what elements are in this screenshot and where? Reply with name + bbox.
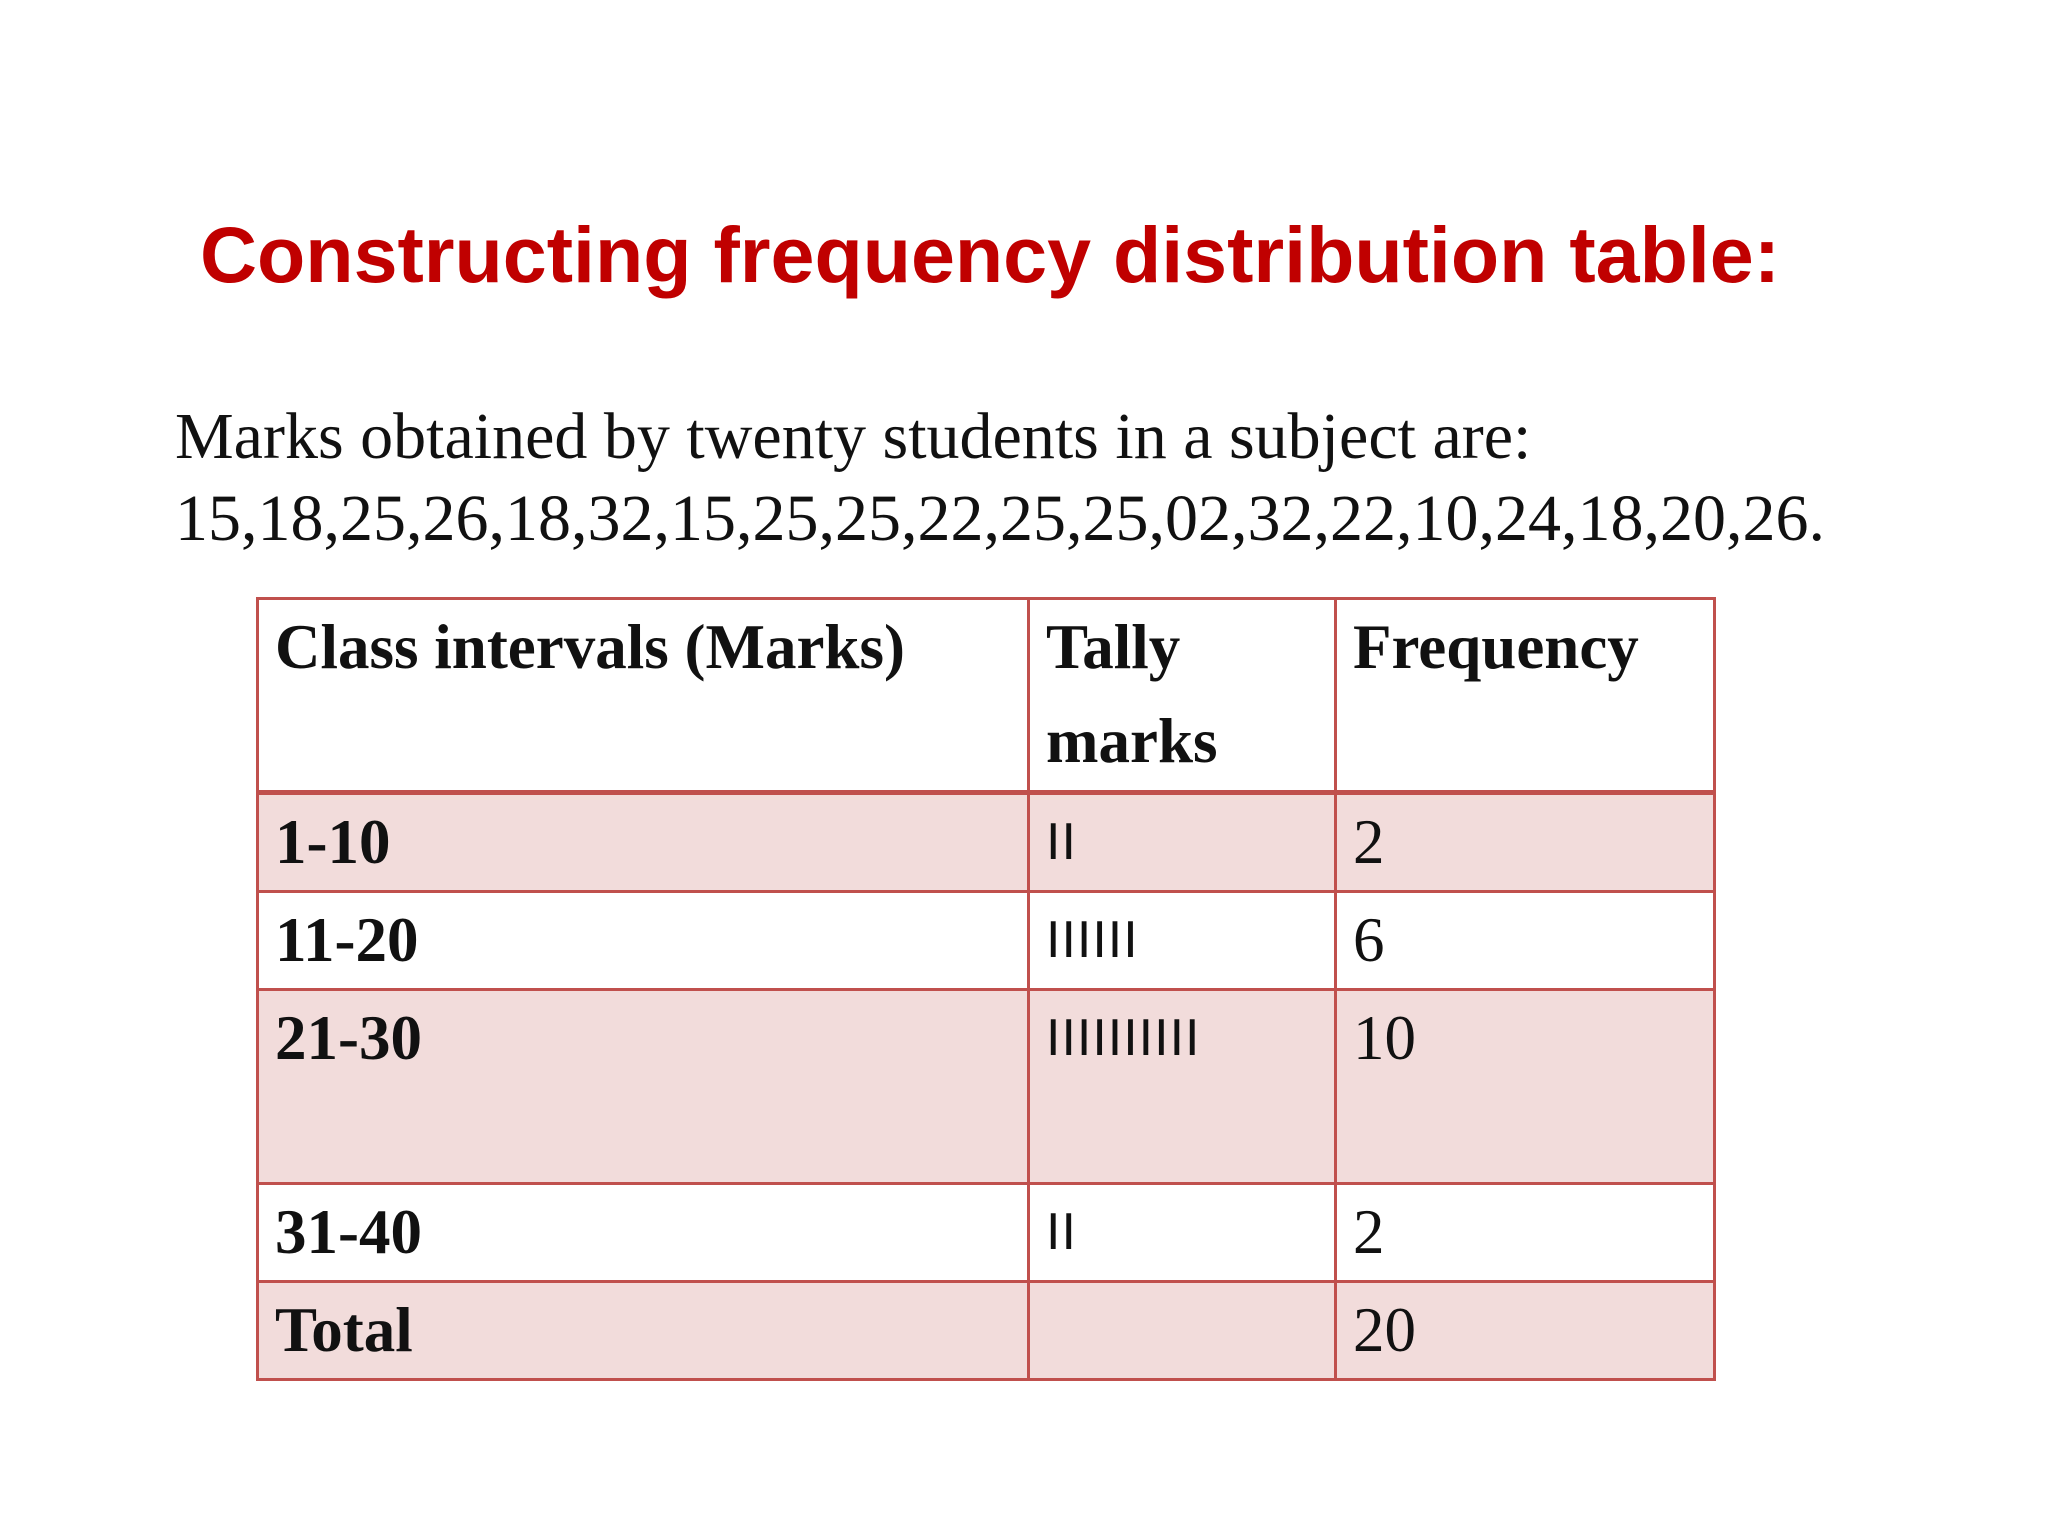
intro-line-description: Marks obtained by twenty students in a s… <box>175 400 1532 473</box>
header-frequency: Frequency <box>1334 597 1716 795</box>
tally-cell: II <box>1027 791 1337 893</box>
tally-cell: II <box>1027 1182 1337 1283</box>
tally-cell <box>1027 1280 1337 1381</box>
table-row: 11-20 IIIIII 6 <box>256 890 1716 991</box>
total-frequency-cell: 20 <box>1334 1280 1716 1381</box>
intro-line-marks-list: 15,18,25,26,18,32,15,25,25,22,25,25,02,3… <box>175 482 1825 555</box>
header-class-intervals: Class intervals (Marks) <box>256 597 1030 795</box>
table-total-row: Total 20 <box>256 1280 1716 1381</box>
table-row: 31-40 II 2 <box>256 1182 1716 1283</box>
slide-title: Constructing frequency distribution tabl… <box>200 210 1781 299</box>
class-interval-cell: 1-10 <box>256 791 1030 893</box>
frequency-cell: 6 <box>1334 890 1716 991</box>
tally-cell: IIIIII <box>1027 890 1337 991</box>
table-row: 21-30 IIIIIIIIII 10 <box>256 988 1716 1185</box>
class-interval-cell: 31-40 <box>256 1182 1030 1283</box>
intro-text: Marks obtained by twenty students in a s… <box>175 396 1825 560</box>
frequency-distribution-table: Class intervals (Marks) Tally marks Freq… <box>256 597 1716 1381</box>
frequency-cell: 2 <box>1334 791 1716 893</box>
class-interval-cell: 21-30 <box>256 988 1030 1185</box>
frequency-cell: 10 <box>1334 988 1716 1185</box>
tally-cell: IIIIIIIIII <box>1027 988 1337 1185</box>
table-row: 1-10 II 2 <box>256 791 1716 893</box>
class-interval-cell: 11-20 <box>256 890 1030 991</box>
header-tally-marks: Tally marks <box>1027 597 1337 795</box>
frequency-cell: 2 <box>1334 1182 1716 1283</box>
table-header-row: Class intervals (Marks) Tally marks Freq… <box>256 597 1716 795</box>
total-label-cell: Total <box>256 1280 1030 1381</box>
